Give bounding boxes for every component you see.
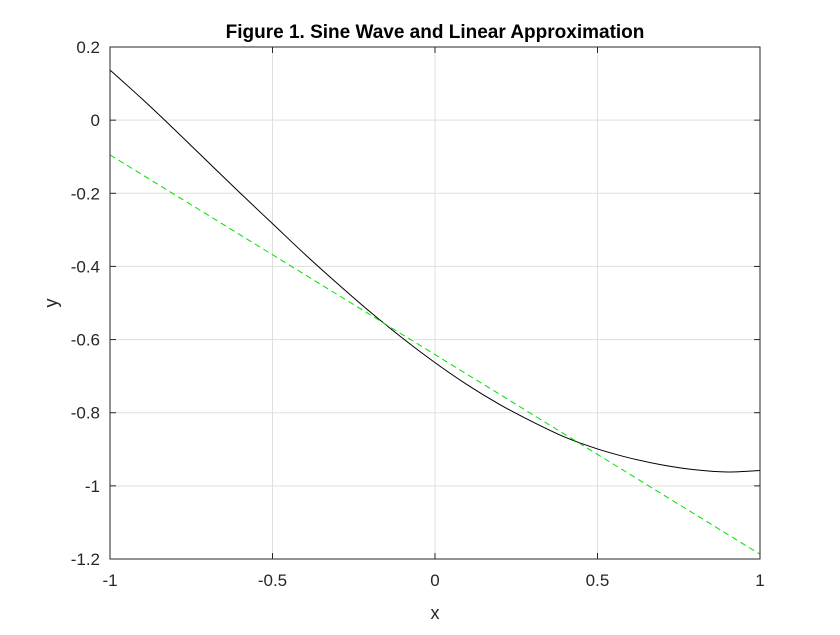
x-tick-label: 0 bbox=[430, 571, 439, 590]
x-axis-label: x bbox=[431, 603, 440, 623]
y-tick-label: 0 bbox=[91, 111, 100, 130]
y-tick-label: -0.6 bbox=[71, 331, 100, 350]
chart-title: Figure 1. Sine Wave and Linear Approxima… bbox=[226, 22, 645, 43]
y-tick-label: -0.2 bbox=[71, 184, 100, 203]
y-axis-label: y bbox=[41, 299, 61, 308]
y-tick-label: 0.2 bbox=[76, 38, 100, 57]
plot-lines bbox=[109, 69, 761, 555]
x-tick-label: 0.5 bbox=[586, 571, 610, 590]
x-tick-label: 1 bbox=[755, 571, 764, 590]
y-tick-label: -1.2 bbox=[71, 550, 100, 569]
ticks: -1 -0.5 0 0.5 10.20-0.2-0.4-0.6-0.8-1-1.2 bbox=[71, 38, 765, 590]
series-line-dashed bbox=[109, 154, 761, 555]
y-tick-label: -1 bbox=[85, 477, 100, 496]
y-tick-label: -0.4 bbox=[71, 257, 100, 276]
grid bbox=[110, 47, 760, 559]
x-tick-label: -0.5 bbox=[258, 571, 287, 590]
series-line-solid bbox=[109, 69, 761, 473]
y-tick-label: -0.8 bbox=[71, 404, 100, 423]
x-tick-label: -1 bbox=[102, 571, 117, 590]
